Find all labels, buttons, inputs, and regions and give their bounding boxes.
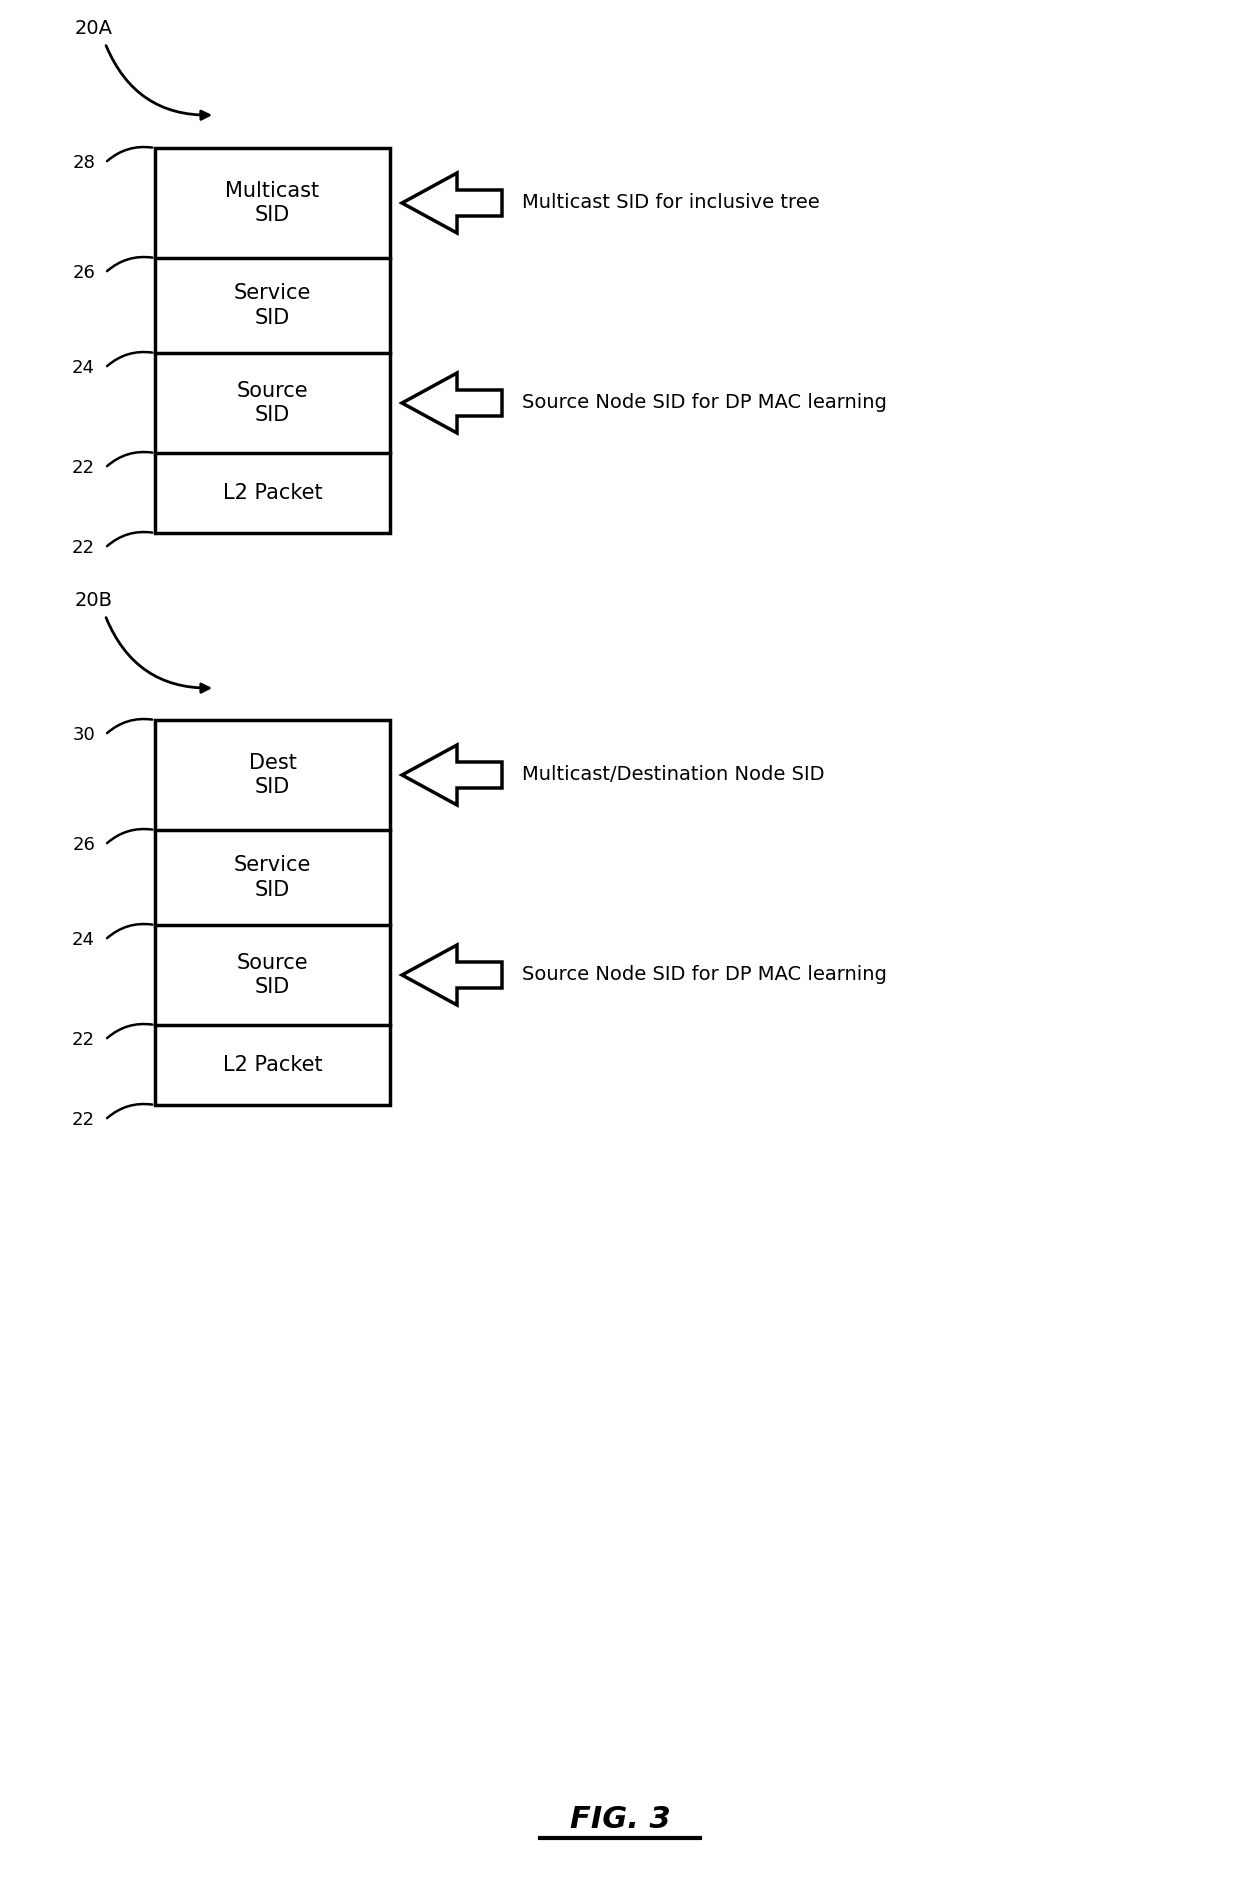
Text: L2 Packet: L2 Packet [223, 1055, 322, 1076]
Text: Multicast/Destination Node SID: Multicast/Destination Node SID [522, 766, 825, 785]
Text: Source Node SID for DP MAC learning: Source Node SID for DP MAC learning [522, 394, 887, 413]
Text: 26: 26 [72, 264, 95, 281]
Text: 22: 22 [72, 459, 95, 477]
Text: L2 Packet: L2 Packet [223, 483, 322, 504]
Text: Multicast SID for inclusive tree: Multicast SID for inclusive tree [522, 194, 820, 213]
Polygon shape [402, 745, 502, 806]
Text: Source
SID: Source SID [237, 953, 309, 998]
Text: 26: 26 [72, 836, 95, 855]
Text: Service
SID: Service SID [234, 855, 311, 900]
Text: Service
SID: Service SID [234, 283, 311, 328]
Text: 24: 24 [72, 359, 95, 377]
Text: FIG. 3: FIG. 3 [569, 1806, 671, 1834]
Text: 22: 22 [72, 540, 95, 557]
Text: Dest
SID: Dest SID [248, 753, 296, 798]
Text: 22: 22 [72, 1111, 95, 1128]
Text: 30: 30 [72, 726, 95, 743]
Polygon shape [402, 945, 502, 1006]
Polygon shape [402, 374, 502, 432]
Text: 22: 22 [72, 1030, 95, 1049]
Text: 20A: 20A [74, 19, 113, 38]
Bar [155, 721, 391, 1106]
Text: Source
SID: Source SID [237, 381, 309, 425]
Polygon shape [402, 174, 502, 232]
Text: 28: 28 [72, 155, 95, 172]
Bar [155, 147, 391, 532]
Text: 20B: 20B [74, 591, 113, 610]
Text: Multicast
SID: Multicast SID [226, 181, 320, 225]
Text: 24: 24 [72, 930, 95, 949]
Text: Source Node SID for DP MAC learning: Source Node SID for DP MAC learning [522, 966, 887, 985]
